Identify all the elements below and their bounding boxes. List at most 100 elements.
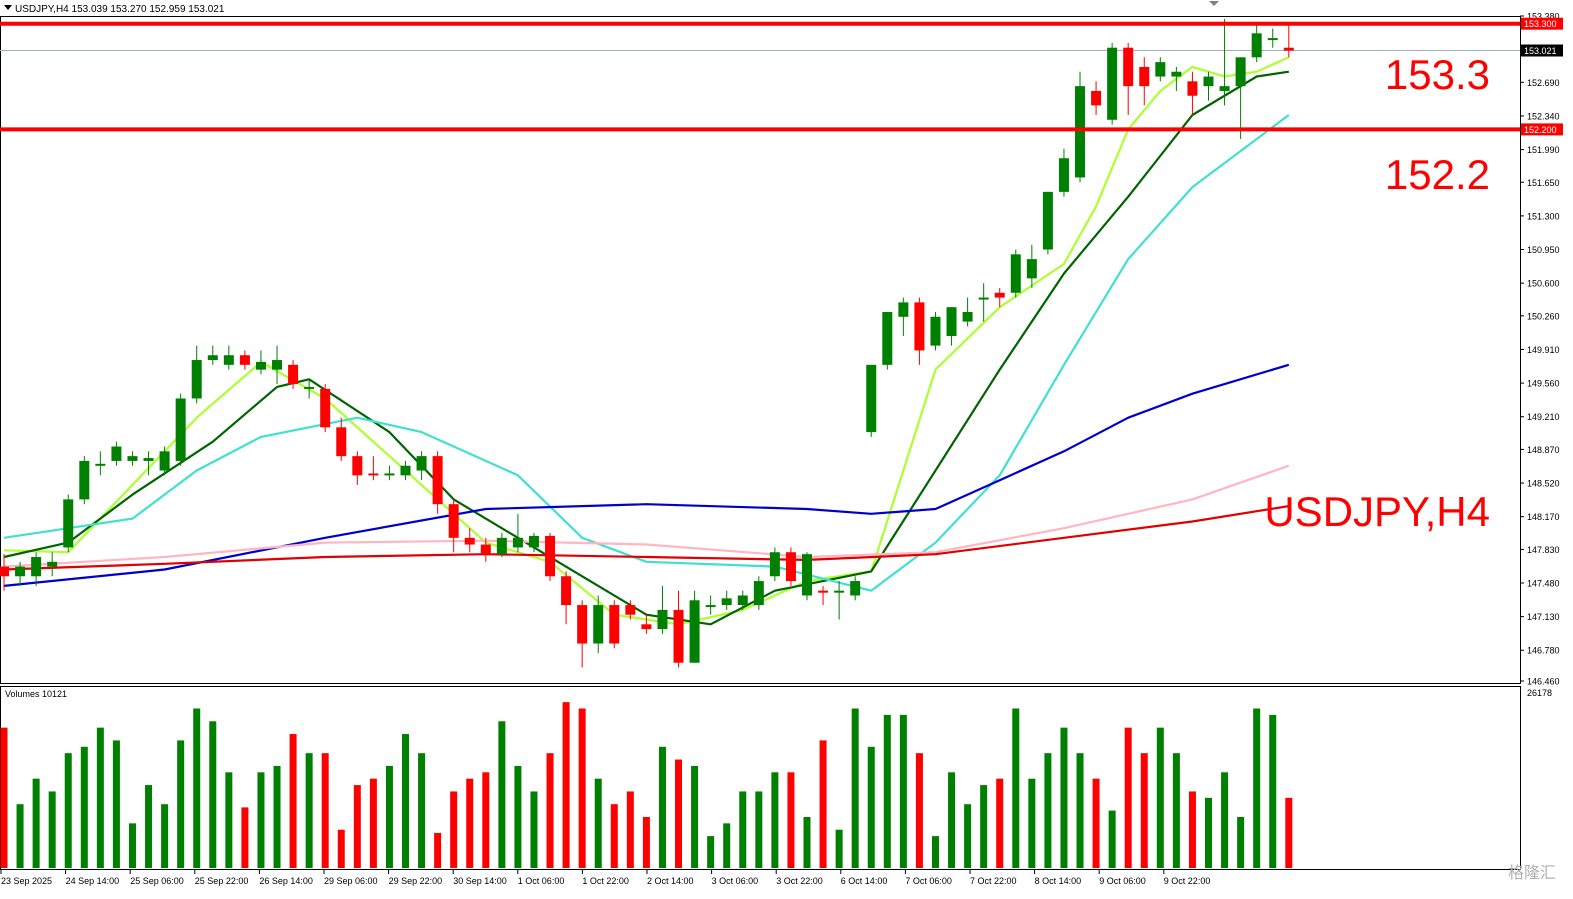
time-tick-label: 23 Sep 2025: [1, 876, 52, 886]
candle: [609, 600, 620, 649]
volume-bar: [177, 740, 185, 868]
time-tick-label: 9 Oct 22:00: [1164, 876, 1211, 886]
candle: [159, 446, 170, 476]
candle: [63, 494, 74, 553]
collapse-triangle-icon[interactable]: [4, 5, 12, 10]
candle: [818, 585, 829, 606]
price-tick-label: 151.300: [1527, 211, 1560, 221]
volume-bar: [803, 816, 811, 868]
time-tick-label: 29 Sep 06:00: [324, 876, 378, 886]
candle-body: [1058, 158, 1069, 192]
candle-body: [191, 360, 202, 399]
annotation-152-2: 152.2: [1385, 151, 1490, 198]
candle-body: [384, 473, 395, 476]
volume-bar: [578, 708, 586, 868]
price-tick-label: 151.990: [1527, 145, 1560, 155]
shift-marker-icon[interactable]: [1209, 1, 1219, 6]
candle: [1139, 57, 1150, 106]
candle-body: [802, 554, 812, 596]
candle-body: [1251, 33, 1262, 58]
volume-bar: [819, 740, 827, 868]
volume-bar: [145, 785, 153, 868]
candle: [416, 451, 427, 481]
candle: [0, 554, 9, 591]
candle-body: [962, 311, 973, 322]
volume-bar: [610, 804, 618, 868]
candle: [593, 595, 604, 654]
volume-bar: [353, 785, 361, 868]
level-price-tag: [1521, 17, 1563, 30]
candle: [1010, 249, 1021, 298]
price-pane-frame: [0, 16, 1521, 684]
volume-bar: [482, 772, 490, 868]
price-tick-label: 148.170: [1527, 512, 1560, 522]
volume-bar: [980, 785, 988, 868]
volume-bar: [1124, 727, 1132, 868]
candle-body: [930, 316, 941, 346]
price-tick-label: 149.560: [1527, 379, 1560, 389]
price-tick-label: 150.260: [1527, 311, 1560, 321]
candle: [464, 528, 475, 553]
volume-bar: [0, 727, 8, 868]
volume-bar: [32, 778, 40, 868]
candle-body: [561, 576, 572, 606]
time-tick-label: 24 Sep 14:00: [66, 876, 120, 886]
volume-bar: [1253, 708, 1261, 868]
volume-bar: [723, 823, 731, 868]
candle-body: [400, 465, 411, 476]
candle-body: [159, 451, 170, 471]
volume-bar: [626, 791, 634, 868]
candle-body: [545, 535, 556, 577]
candle-body: [882, 311, 893, 365]
time-tick-label: 26 Sep 14:00: [259, 876, 313, 886]
volume-bar: [289, 734, 297, 868]
volume-bar: [771, 772, 779, 868]
volume-bar: [642, 816, 650, 868]
volume-bar: [996, 778, 1004, 868]
time-tick-label: 25 Sep 06:00: [130, 876, 184, 886]
candle: [625, 600, 636, 620]
chart-header: USDJPY,H4 153.039 153.270 152.959 153.02…: [15, 4, 225, 15]
volume-bar: [305, 753, 313, 868]
candle-body: [898, 302, 909, 317]
volume-bar: [450, 791, 458, 868]
volume-bar: [161, 804, 169, 868]
price-tick-label: 147.130: [1527, 612, 1560, 622]
candle-body: [737, 595, 748, 606]
candle: [962, 297, 973, 327]
volume-bar: [48, 791, 56, 868]
candle-body: [432, 456, 443, 505]
candle-body: [946, 307, 957, 337]
candle-body: [1219, 86, 1230, 91]
candle: [448, 499, 459, 553]
candle: [545, 533, 556, 582]
candle: [657, 585, 668, 634]
candle: [946, 307, 957, 346]
candle: [512, 513, 523, 553]
time-tick-label: 3 Oct 22:00: [776, 876, 823, 886]
volume-bar: [209, 721, 217, 868]
candle-body: [1155, 62, 1166, 77]
candle: [175, 393, 186, 466]
moving-average-line-4: [3, 363, 1290, 587]
volume-bar: [241, 807, 249, 868]
candle: [47, 552, 58, 577]
volume-bar: [1205, 797, 1212, 868]
time-tick-label: 30 Sep 14:00: [453, 876, 507, 886]
candle-body: [143, 458, 154, 461]
price-tick-label: 152.690: [1527, 78, 1560, 88]
price-tick-label: 147.480: [1527, 578, 1560, 588]
candle: [336, 417, 347, 461]
time-tick-label: 9 Oct 06:00: [1099, 876, 1146, 886]
candle: [1171, 66, 1182, 91]
volume-bar: [1140, 753, 1148, 868]
volume-bar: [1060, 727, 1068, 868]
candle-body: [593, 605, 604, 644]
candle: [689, 590, 700, 663]
price-tick-label: 146.460: [1527, 677, 1560, 687]
volume-bar: [931, 836, 939, 868]
volume-bar: [835, 829, 843, 868]
volume-bar: [915, 753, 923, 868]
candle: [304, 379, 315, 399]
